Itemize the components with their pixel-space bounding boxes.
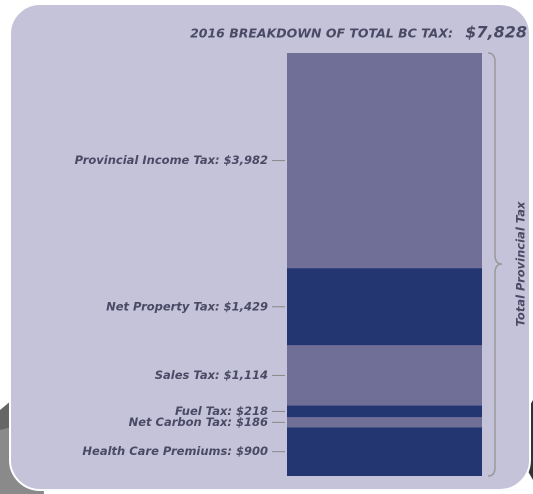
bar-segment	[287, 345, 482, 406]
bar-segment	[287, 405, 482, 418]
side-label: Total Provincial Tax	[514, 201, 528, 326]
brace	[487, 52, 503, 477]
segment-label: Provincial Income Tax: $3,982	[75, 153, 268, 167]
bar-segment	[287, 268, 482, 346]
chart-title: 2016 BREAKDOWN OF TOTAL BC TAX:	[190, 26, 453, 41]
bar-segment	[287, 53, 482, 269]
segment-label: Health Care Premiums: $900	[82, 444, 268, 458]
segment-label: Net Property Tax: $1,429	[106, 299, 268, 313]
total-label: $7,828	[465, 23, 527, 42]
segment-label: Net Carbon Tax: $186	[129, 415, 268, 429]
bar-segment	[287, 427, 482, 476]
segment-label: Sales Tax: $1,114	[155, 368, 268, 382]
segment-label: Fuel Tax: $218	[175, 404, 268, 418]
bar-segment	[287, 417, 482, 428]
